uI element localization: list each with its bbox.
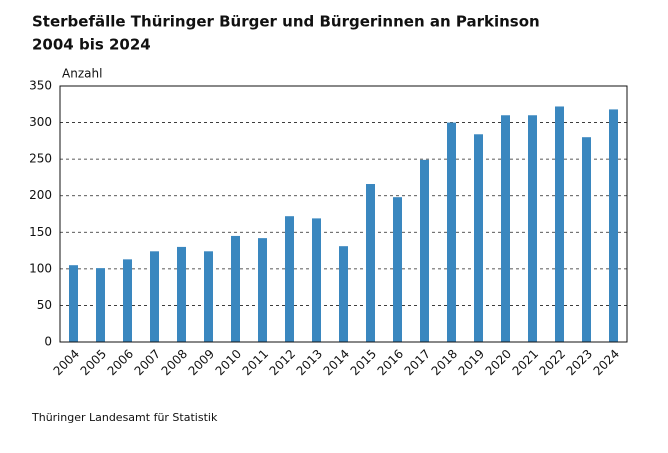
x-tick-label: 2013 — [294, 347, 325, 378]
y-tick-label: 250 — [29, 152, 52, 166]
x-tick-label: 2018 — [429, 347, 460, 378]
y-tick-label: 0 — [44, 335, 52, 349]
bar — [258, 238, 267, 342]
x-tick-label: 2017 — [402, 347, 433, 378]
bar — [393, 197, 402, 342]
bar — [339, 246, 348, 342]
bar — [609, 109, 618, 342]
y-tick-label: 50 — [37, 298, 52, 312]
bar — [420, 159, 429, 342]
y-tick-label: 300 — [29, 115, 52, 129]
x-tick-label: 2008 — [159, 347, 190, 378]
bar — [177, 246, 186, 342]
x-tick-label: 2009 — [186, 347, 217, 378]
y-tick-label: 150 — [29, 225, 52, 239]
x-tick-label: 2004 — [51, 347, 82, 378]
bar — [312, 218, 321, 342]
chart-title: Sterbefälle Thüringer Bürger und Bürgeri… — [32, 13, 540, 31]
bar — [231, 235, 240, 342]
x-tick-label: 2021 — [510, 347, 541, 378]
bar — [366, 184, 375, 342]
bar — [474, 134, 483, 342]
bar — [204, 251, 213, 342]
x-tick-label: 2020 — [483, 347, 514, 378]
x-tick-label: 2007 — [132, 347, 163, 378]
bar — [123, 259, 132, 342]
bar — [501, 115, 510, 342]
bar — [528, 115, 537, 342]
y-tick-label: 350 — [29, 79, 52, 93]
x-tick-label: 2005 — [78, 347, 109, 378]
x-tick-label: 2016 — [375, 347, 406, 378]
x-tick-label: 2019 — [456, 347, 487, 378]
x-tick-label: 2014 — [321, 347, 352, 378]
bar — [285, 216, 294, 342]
bar — [96, 268, 105, 342]
x-tick-label: 2023 — [564, 347, 595, 378]
x-tick-label: 2010 — [213, 347, 244, 378]
x-tick-label: 2011 — [240, 347, 271, 378]
x-tick-label: 2012 — [267, 347, 298, 378]
y-tick-label: 200 — [29, 188, 52, 202]
bar — [447, 122, 456, 342]
x-tick-label: 2006 — [105, 347, 136, 378]
x-tick-label: 2024 — [591, 347, 622, 378]
bar — [555, 106, 564, 342]
x-tick-label: 2022 — [537, 347, 568, 378]
x-tick-label: 2015 — [348, 347, 379, 378]
bar — [69, 265, 78, 342]
y-tick-label: 100 — [29, 261, 52, 275]
chart-subtitle: 2004 bis 2024 — [32, 36, 151, 54]
bar — [582, 137, 591, 342]
y-axis-label: Anzahl — [62, 67, 102, 81]
bar — [150, 251, 159, 342]
source: Thüringer Landesamt für Statistik — [31, 411, 218, 424]
plot-frame — [59, 85, 628, 343]
